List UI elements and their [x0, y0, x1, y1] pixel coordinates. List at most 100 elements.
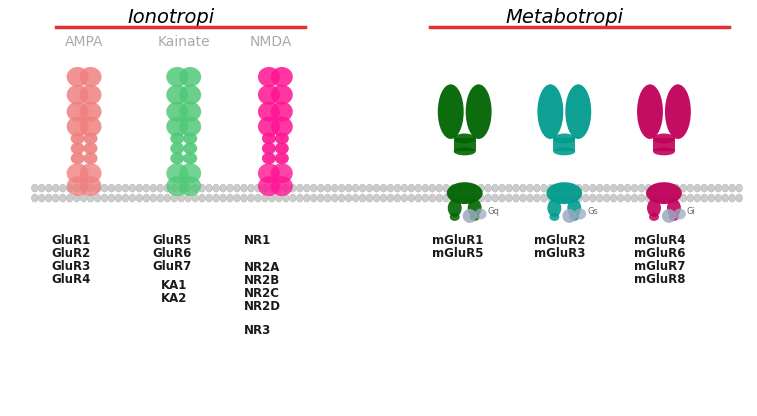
Ellipse shape	[262, 152, 276, 164]
Ellipse shape	[179, 163, 201, 183]
Ellipse shape	[562, 209, 576, 223]
Ellipse shape	[271, 116, 293, 136]
Ellipse shape	[271, 85, 293, 105]
Ellipse shape	[122, 184, 129, 192]
Ellipse shape	[450, 213, 459, 221]
Ellipse shape	[646, 182, 682, 204]
Ellipse shape	[178, 184, 185, 192]
Ellipse shape	[638, 194, 645, 202]
Text: mGluR5: mGluR5	[431, 247, 483, 260]
Ellipse shape	[453, 134, 475, 144]
Ellipse shape	[687, 194, 693, 202]
Ellipse shape	[241, 184, 248, 192]
Ellipse shape	[258, 85, 280, 105]
Ellipse shape	[422, 184, 428, 192]
Ellipse shape	[171, 194, 178, 202]
Ellipse shape	[183, 142, 197, 154]
Ellipse shape	[227, 184, 233, 192]
Text: Kainate: Kainate	[157, 35, 210, 49]
Ellipse shape	[597, 194, 603, 202]
Ellipse shape	[553, 134, 575, 144]
Ellipse shape	[185, 194, 192, 202]
Ellipse shape	[429, 194, 435, 202]
Ellipse shape	[70, 142, 85, 154]
Ellipse shape	[547, 184, 554, 192]
Ellipse shape	[297, 184, 303, 192]
Ellipse shape	[450, 194, 456, 202]
Bar	[653, 139, 675, 151]
Ellipse shape	[179, 102, 201, 121]
Ellipse shape	[179, 85, 201, 105]
Ellipse shape	[227, 194, 233, 202]
Ellipse shape	[457, 184, 463, 192]
Text: mGluR1: mGluR1	[431, 234, 483, 247]
Ellipse shape	[67, 184, 73, 192]
Text: NR2B: NR2B	[244, 274, 280, 287]
Ellipse shape	[492, 184, 498, 192]
Ellipse shape	[289, 194, 296, 202]
Ellipse shape	[512, 184, 519, 192]
Ellipse shape	[450, 184, 456, 192]
Ellipse shape	[645, 194, 652, 202]
Ellipse shape	[469, 213, 480, 221]
Ellipse shape	[317, 194, 324, 202]
Ellipse shape	[394, 184, 400, 192]
Ellipse shape	[637, 84, 663, 139]
Text: KA1: KA1	[160, 279, 187, 292]
Ellipse shape	[519, 194, 526, 202]
Ellipse shape	[575, 194, 582, 202]
Ellipse shape	[70, 133, 85, 144]
Ellipse shape	[143, 184, 150, 192]
Ellipse shape	[183, 152, 197, 164]
Ellipse shape	[185, 184, 192, 192]
Ellipse shape	[562, 194, 568, 202]
Ellipse shape	[179, 116, 201, 136]
Text: Gq: Gq	[488, 208, 500, 216]
Ellipse shape	[610, 184, 617, 192]
Ellipse shape	[39, 194, 45, 202]
Ellipse shape	[262, 142, 276, 154]
Ellipse shape	[625, 194, 631, 202]
Text: mGluR4: mGluR4	[634, 234, 686, 247]
Text: mGluR7: mGluR7	[634, 260, 685, 273]
Ellipse shape	[569, 194, 575, 202]
Ellipse shape	[67, 116, 89, 136]
Ellipse shape	[499, 194, 506, 202]
Ellipse shape	[550, 213, 559, 221]
Ellipse shape	[275, 152, 289, 164]
Ellipse shape	[170, 152, 184, 164]
Ellipse shape	[736, 194, 743, 202]
Ellipse shape	[276, 194, 282, 202]
Ellipse shape	[271, 102, 293, 121]
Ellipse shape	[332, 194, 338, 202]
Text: NMDA: NMDA	[249, 35, 291, 49]
Ellipse shape	[179, 176, 201, 196]
Ellipse shape	[666, 194, 673, 202]
Ellipse shape	[213, 194, 220, 202]
Ellipse shape	[492, 194, 498, 202]
Ellipse shape	[463, 209, 477, 223]
Ellipse shape	[129, 184, 136, 192]
Text: GluR6: GluR6	[153, 247, 192, 260]
Ellipse shape	[471, 184, 478, 192]
Ellipse shape	[269, 194, 276, 202]
Ellipse shape	[590, 194, 596, 202]
Ellipse shape	[157, 194, 164, 202]
Ellipse shape	[667, 199, 681, 217]
Ellipse shape	[387, 194, 394, 202]
Ellipse shape	[170, 142, 184, 154]
Ellipse shape	[45, 194, 52, 202]
Ellipse shape	[32, 184, 38, 192]
Ellipse shape	[680, 194, 687, 202]
Text: GluR3: GluR3	[51, 260, 90, 273]
Ellipse shape	[447, 199, 462, 217]
Ellipse shape	[136, 194, 142, 202]
Ellipse shape	[436, 194, 443, 202]
Ellipse shape	[108, 184, 115, 192]
Ellipse shape	[179, 67, 201, 87]
Ellipse shape	[443, 194, 450, 202]
Ellipse shape	[567, 199, 581, 217]
Text: Gi: Gi	[687, 208, 696, 216]
Ellipse shape	[167, 85, 188, 105]
Ellipse shape	[83, 133, 98, 144]
